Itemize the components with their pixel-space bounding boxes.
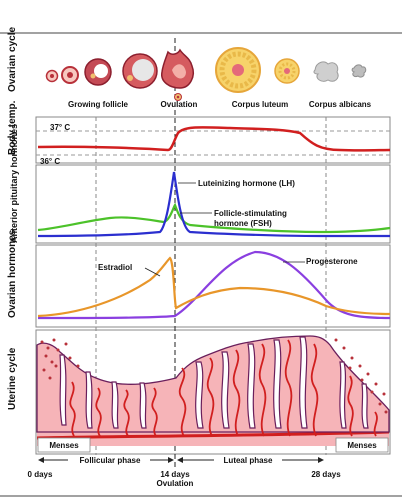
fsh-curve	[37, 202, 391, 234]
uterine-frame	[35, 329, 391, 455]
basal-vessel-line	[36, 430, 390, 440]
label-growing-follicle: Growing follicle	[68, 100, 129, 109]
panel-label-uterine: Uterine cycle	[7, 347, 18, 410]
label-progesterone: Progesterone	[306, 257, 358, 266]
follicle-mature-icon	[122, 53, 158, 89]
pituitary-frame	[35, 164, 391, 244]
label-luteal-phase: Luteal phase	[224, 456, 273, 465]
menstrual-shedding	[40, 338, 388, 414]
label-fsh-line1: Follicle-stimulating	[214, 209, 287, 218]
label-day-14-ovulation: Ovulation	[157, 479, 194, 488]
panel-label-body-temp: Body temp.	[7, 100, 18, 155]
svg-text:Uterine cycle: Uterine cycle	[7, 347, 18, 410]
temperature-curve	[37, 126, 391, 152]
label-menses-left: Menses	[49, 441, 79, 450]
svg-text:Anterior pituitary hormones: Anterior pituitary hormones	[9, 124, 19, 243]
label-day-0: 0 days	[28, 470, 53, 479]
estradiol-leader	[144, 267, 161, 277]
corpus-luteum-small-icon	[274, 58, 300, 84]
svg-text:Ovarian cycle: Ovarian cycle	[7, 27, 18, 92]
spiral-arteries	[69, 339, 378, 437]
estradiol-curve	[37, 256, 391, 318]
label-corpus-albicans: Corpus albicans	[309, 100, 372, 109]
panel-label-ovarian: Ovarian cycle	[7, 27, 18, 92]
svg-text:Ovarian hormones: Ovarian hormones	[7, 229, 18, 318]
label-ovulation: Ovulation	[161, 100, 198, 109]
corpus-albicans-small-icon	[351, 64, 367, 78]
follicle-small-icon	[45, 69, 59, 83]
corpus-albicans-large-icon	[313, 61, 339, 82]
svg-text:Body temp.: Body temp.	[7, 100, 18, 155]
panel-label-ovarian-hormones: Ovarian hormones	[7, 229, 18, 318]
label-day-28: 28 days	[311, 470, 341, 479]
phase-arrowheads	[38, 457, 324, 463]
endometrium	[36, 335, 390, 453]
temp-label-36: 36° C	[40, 157, 60, 166]
label-corpus-luteum: Corpus luteum	[232, 100, 288, 109]
label-lh: Luteinizing hormone (LH)	[198, 179, 295, 188]
label-menses-right: Menses	[347, 441, 377, 450]
temp-label-37: 37° C	[50, 123, 70, 132]
follicle-medium-icon	[61, 66, 79, 84]
panel-label-pituitary: Anterior pituitary hormones	[9, 124, 19, 243]
ovary-stages	[45, 47, 367, 101]
label-follicular-phase: Follicular phase	[80, 456, 141, 465]
panel-frames	[35, 116, 391, 455]
ovulation-follicle-icon	[161, 48, 194, 101]
temperature-gridlines	[36, 130, 390, 156]
label-fsh-line2: hormone (FSH)	[214, 219, 272, 228]
menses-box-right	[335, 437, 389, 453]
lh-curve	[37, 171, 390, 238]
corpus-luteum-large-icon	[215, 47, 261, 93]
uterine-glands	[59, 336, 369, 429]
follicle-antral-icon	[84, 58, 112, 86]
label-estradiol: Estradiol	[98, 263, 132, 272]
body-temp-frame	[35, 116, 391, 164]
menses-box-left	[37, 437, 91, 453]
label-day-14: 14 days	[160, 470, 190, 479]
ovarian-hormones-frame	[35, 244, 391, 328]
